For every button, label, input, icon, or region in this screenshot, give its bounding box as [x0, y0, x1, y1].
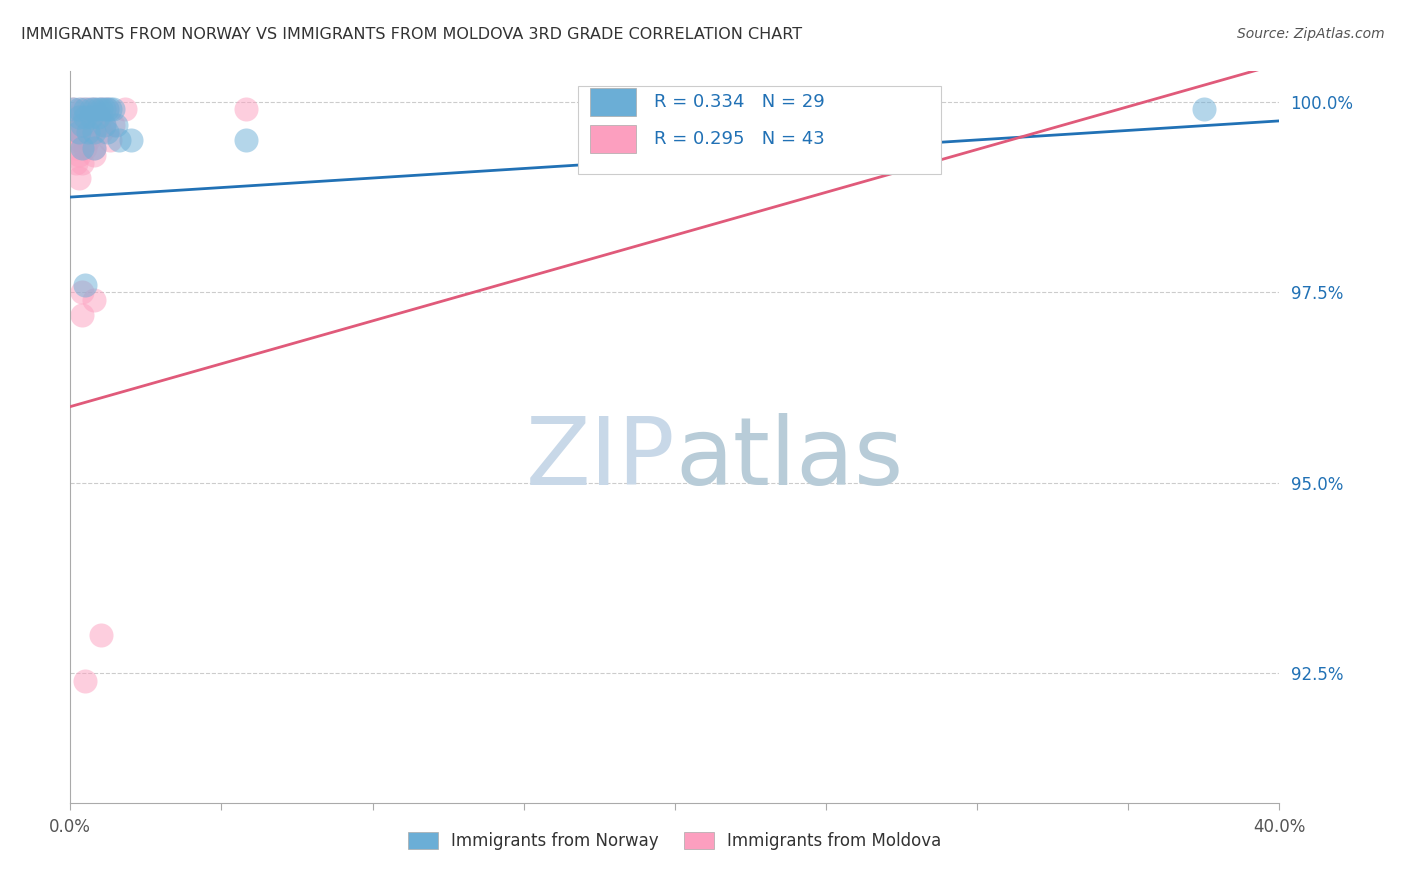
Point: [75, 110, 97, 124]
Point: [83, 125, 105, 139]
Point: [83, 148, 105, 162]
Point: [1192, 103, 1215, 117]
Point: [72, 285, 94, 300]
Point: [67, 133, 90, 147]
Point: [83, 293, 105, 307]
Point: [67, 125, 90, 139]
Point: [83, 103, 105, 117]
FancyBboxPatch shape: [578, 86, 941, 174]
Point: [83, 140, 105, 154]
Point: [62, 133, 84, 147]
Point: [83, 110, 105, 124]
Point: [93, 103, 115, 117]
Point: [72, 308, 94, 322]
Point: [67, 171, 90, 186]
Point: [107, 133, 129, 147]
Point: [90, 110, 111, 124]
Point: [96, 125, 118, 139]
Point: [72, 155, 94, 169]
Point: [101, 103, 124, 117]
Point: [98, 103, 121, 117]
Point: [86, 118, 108, 132]
Point: [75, 673, 97, 688]
Point: [75, 277, 97, 292]
Point: [80, 125, 103, 139]
Point: [96, 103, 118, 117]
Point: [114, 103, 136, 117]
Point: [65, 110, 87, 124]
Point: [235, 103, 257, 117]
Text: R = 0.334   N = 29: R = 0.334 N = 29: [654, 93, 825, 112]
Point: [67, 110, 90, 124]
Point: [104, 118, 127, 132]
Point: [93, 118, 115, 132]
Point: [75, 110, 97, 124]
Point: [905, 103, 928, 117]
Point: [72, 118, 94, 132]
Point: [75, 103, 97, 117]
Point: [86, 110, 108, 124]
Point: [67, 125, 90, 139]
Point: [75, 140, 97, 154]
Point: [90, 103, 111, 117]
Text: IMMIGRANTS FROM NORWAY VS IMMIGRANTS FROM MOLDOVA 3RD GRADE CORRELATION CHART: IMMIGRANTS FROM NORWAY VS IMMIGRANTS FRO…: [21, 27, 803, 42]
Point: [67, 148, 90, 162]
Point: [75, 118, 97, 132]
Point: [235, 133, 257, 147]
Text: ZIP: ZIP: [526, 413, 675, 505]
Point: [67, 103, 90, 117]
FancyBboxPatch shape: [591, 125, 636, 153]
Text: atlas: atlas: [675, 413, 903, 505]
Point: [80, 110, 103, 124]
Point: [86, 103, 108, 117]
Point: [72, 103, 94, 117]
Point: [101, 118, 124, 132]
Point: [90, 103, 111, 117]
Point: [62, 125, 84, 139]
FancyBboxPatch shape: [591, 88, 636, 116]
Point: [65, 155, 87, 169]
Point: [77, 133, 100, 147]
Point: [62, 103, 84, 117]
Point: [65, 140, 87, 154]
Legend: Immigrants from Norway, Immigrants from Moldova: Immigrants from Norway, Immigrants from …: [402, 825, 948, 856]
Point: [120, 133, 142, 147]
Text: Source: ZipAtlas.com: Source: ZipAtlas.com: [1237, 27, 1385, 41]
Point: [72, 140, 94, 154]
Point: [83, 140, 105, 154]
Point: [80, 103, 103, 117]
Point: [93, 118, 115, 132]
Point: [98, 133, 121, 147]
Point: [77, 103, 100, 117]
Point: [90, 125, 111, 139]
Point: [62, 103, 84, 117]
Point: [65, 118, 87, 132]
Point: [90, 628, 111, 642]
Point: [96, 103, 118, 117]
Text: R = 0.295   N = 43: R = 0.295 N = 43: [654, 129, 825, 148]
Point: [77, 125, 100, 139]
Point: [83, 103, 105, 117]
